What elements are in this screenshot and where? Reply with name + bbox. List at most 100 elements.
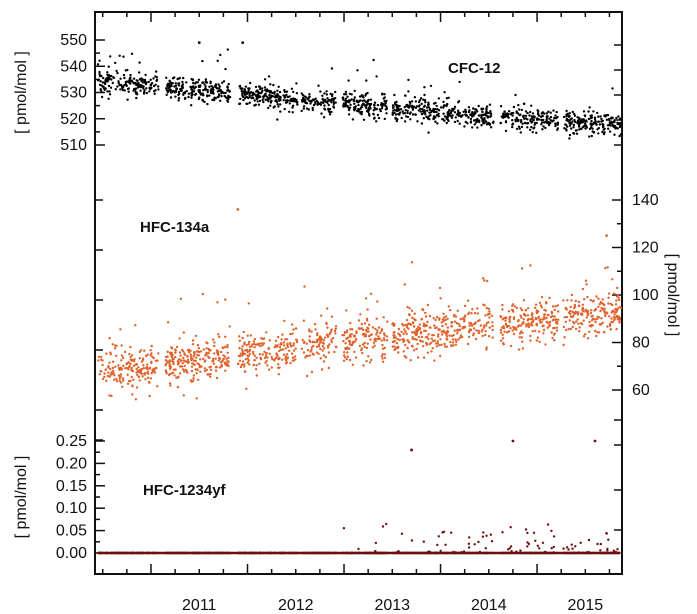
- data-point: [265, 88, 269, 91]
- data-point: [166, 355, 169, 358]
- data-point: [326, 346, 330, 349]
- data-point: [276, 92, 279, 96]
- data-point: [106, 374, 110, 378]
- data-point: [334, 101, 337, 104]
- data-point: [132, 360, 136, 363]
- data-point: [207, 352, 210, 355]
- data-point: [407, 322, 410, 325]
- data-point: [272, 83, 275, 87]
- data-point: [414, 319, 417, 322]
- data-point: [135, 96, 138, 100]
- data-point: [606, 113, 610, 117]
- data-point: [383, 346, 386, 349]
- data-point: [354, 338, 358, 341]
- data-point: [589, 114, 592, 118]
- data-point: [511, 329, 514, 332]
- data-point: [519, 314, 522, 317]
- data-point: [468, 324, 471, 327]
- data-point: [436, 122, 439, 125]
- data-point: [535, 121, 538, 125]
- data-point: [571, 110, 574, 114]
- data-point: [413, 312, 416, 315]
- data-point: [322, 116, 326, 119]
- data-point: [406, 346, 409, 350]
- data-point: [372, 341, 376, 344]
- data-point: [499, 121, 502, 125]
- data-point: [97, 355, 101, 359]
- data-point: [112, 76, 115, 79]
- data-point: [174, 84, 178, 87]
- data-point: [400, 532, 404, 535]
- data-point: [476, 307, 479, 310]
- data-point: [391, 104, 395, 107]
- data-point: [378, 337, 381, 340]
- data-point: [459, 115, 463, 119]
- data-point: [571, 547, 574, 550]
- data-point: [421, 109, 425, 113]
- data-point: [219, 53, 222, 57]
- data-point: [179, 359, 183, 362]
- data-point: [346, 95, 349, 99]
- data-point: [431, 339, 435, 343]
- data-point: [581, 118, 584, 122]
- data-point: [511, 304, 514, 307]
- data-point: [383, 96, 386, 99]
- data-point: [249, 91, 252, 94]
- data-point: [131, 358, 134, 362]
- data-point: [152, 77, 155, 80]
- data-point: [194, 92, 198, 96]
- data-point: [480, 108, 483, 111]
- data-point: [437, 109, 441, 112]
- data-point: [183, 352, 186, 355]
- data-point: [333, 329, 337, 333]
- data-point: [550, 331, 553, 334]
- data-point: [540, 123, 543, 126]
- data-point: [381, 353, 384, 356]
- data-point: [514, 93, 517, 97]
- data-point: [183, 364, 186, 368]
- data-point: [447, 305, 450, 308]
- data-point: [565, 128, 568, 131]
- data-point: [150, 360, 153, 363]
- data-point: [197, 78, 201, 82]
- data-point: [342, 104, 345, 107]
- data-point: [556, 123, 559, 126]
- data-point: [435, 110, 438, 114]
- data-point: [120, 85, 124, 88]
- data-point: [582, 335, 586, 338]
- data-point: [406, 105, 410, 109]
- data-point: [376, 103, 380, 107]
- x-tick-label: 2015: [568, 597, 604, 614]
- data-point: [283, 89, 286, 92]
- data-point: [365, 106, 368, 110]
- data-point: [538, 547, 541, 550]
- data-point: [279, 103, 282, 106]
- data-point: [527, 322, 530, 325]
- data-point: [466, 122, 469, 125]
- data-point: [206, 88, 209, 92]
- data-point: [532, 118, 535, 122]
- data-point: [285, 361, 289, 364]
- data-point: [130, 52, 134, 55]
- data-point: [142, 367, 145, 370]
- data-point: [322, 98, 325, 102]
- data-point: [544, 126, 547, 130]
- data-point: [481, 114, 484, 117]
- data-point: [472, 332, 475, 335]
- data-point: [202, 94, 205, 97]
- data-point: [244, 85, 247, 88]
- data-point: [530, 312, 534, 315]
- data-point: [228, 90, 231, 93]
- data-point: [333, 350, 336, 354]
- data-point: [319, 347, 322, 351]
- data-point: [361, 333, 365, 336]
- data-point: [179, 88, 183, 92]
- data-point: [258, 362, 261, 365]
- data-point: [420, 317, 423, 321]
- data-point: [176, 385, 180, 389]
- data-point: [148, 381, 151, 384]
- data-point: [451, 338, 455, 341]
- data-point: [334, 332, 337, 335]
